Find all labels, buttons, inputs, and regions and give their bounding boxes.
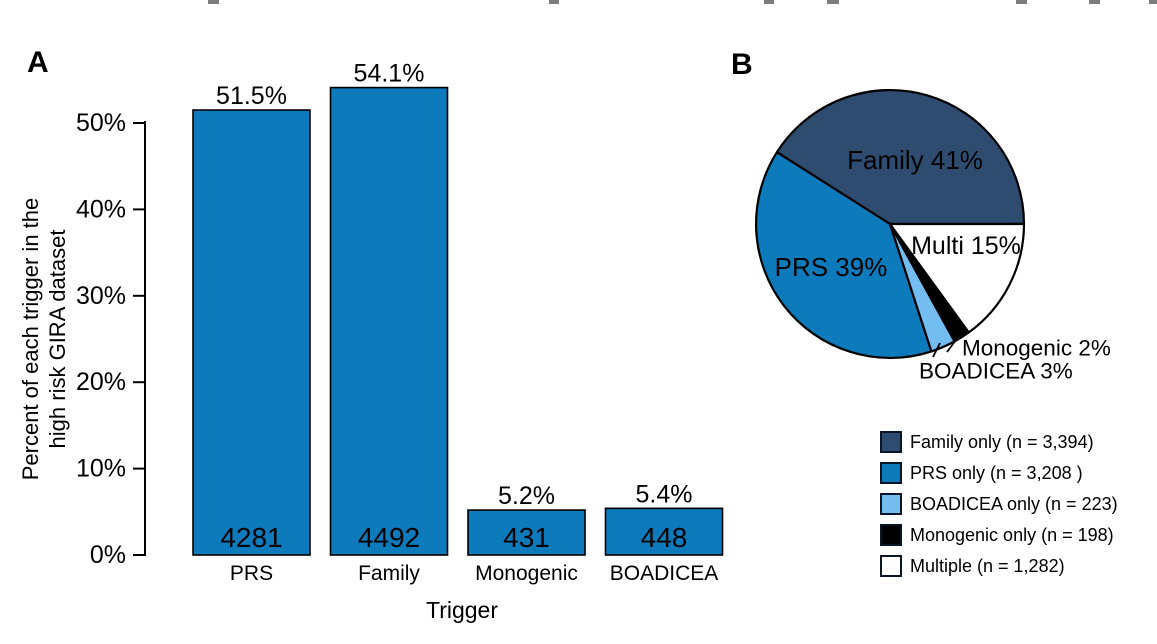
legend-label: Family only (n = 3,394)	[910, 431, 1094, 452]
cropped-text-artifact	[1089, 0, 1100, 4]
legend-label: Monogenic only (n = 198)	[910, 524, 1114, 545]
legend-item: Family only (n = 3,394)	[880, 431, 1118, 453]
pie-label-boadicea: BOADICEA 3%	[919, 359, 1073, 384]
legend-item: PRS only (n = 3,208 )	[880, 462, 1118, 484]
y-tick-label: 40%	[76, 195, 126, 223]
bar-count-label: 4492	[358, 522, 420, 553]
y-tick-label: 30%	[76, 282, 126, 310]
y-axis-title-line2: high risk GIRA dataset	[45, 229, 70, 449]
bar-boadicea	[604, 507, 724, 556]
bar-prs	[192, 109, 311, 556]
pie-label-multiple: Multi 15%	[911, 232, 1021, 260]
bar-x-axis-title: Trigger	[426, 597, 498, 623]
bar-value-label: 5.4%	[636, 480, 693, 508]
panel-b-label: B	[731, 48, 753, 81]
legend-swatch	[880, 493, 902, 515]
panel-a-label: A	[27, 46, 49, 79]
x-tick-label: PRS	[230, 562, 273, 585]
y-tick-label: 10%	[76, 455, 126, 483]
cropped-text-artifact	[549, 0, 559, 4]
legend-item: Monogenic only (n = 198)	[880, 524, 1118, 546]
bar-count-label: 431	[503, 522, 550, 553]
cropped-text-artifact	[764, 0, 774, 4]
x-tick-label: Monogenic	[475, 562, 578, 585]
x-tick-label: Family	[358, 562, 420, 585]
bar-count-label: 4281	[220, 522, 282, 553]
cropped-text-artifact	[1016, 0, 1027, 4]
cropped-text-artifact	[208, 0, 219, 4]
bar-value-label: 51.5%	[216, 82, 287, 110]
bar-family	[329, 86, 449, 556]
pie-label-monogenic: Monogenic 2%	[962, 336, 1111, 361]
cropped-text-artifact	[1149, 0, 1157, 4]
pie-label-prs: PRS 39%	[775, 252, 888, 282]
leader-line-boadicea	[932, 342, 941, 358]
y-tick-label: 20%	[76, 368, 126, 396]
legend-label: Multiple (n = 1,282)	[910, 555, 1065, 576]
legend-swatch	[880, 555, 902, 577]
pie-label-family: Family 41%	[847, 145, 983, 175]
legend-label: BOADICEA only (n = 223)	[910, 493, 1118, 514]
cropped-text-artifact	[827, 0, 839, 4]
legend-item: BOADICEA only (n = 223)	[880, 493, 1118, 515]
legend-item: Multiple (n = 1,282)	[880, 555, 1118, 577]
y-tick-label: 0%	[90, 541, 126, 569]
bar-monogenic	[467, 509, 586, 556]
legend-label: PRS only (n = 3,208 )	[910, 462, 1083, 483]
bar-y-axis-title: Percent of each trigger in the high risk…	[17, 169, 71, 509]
y-axis-title-line1: Percent of each trigger in the	[18, 197, 43, 481]
legend-swatch	[880, 462, 902, 484]
leader-line-monogenic	[946, 339, 957, 353]
legend-swatch	[880, 524, 902, 546]
legend-swatch	[880, 431, 902, 453]
bar-value-label: 5.2%	[498, 482, 555, 510]
x-tick-label: BOADICEA	[610, 562, 719, 585]
y-tick-label: 50%	[76, 109, 126, 137]
pie-legend: Family only (n = 3,394) PRS only (n = 3,2…	[880, 431, 1118, 577]
pie-slice-prs	[754, 151, 933, 359]
bar-value-label: 54.1%	[354, 60, 425, 88]
bar-count-label: 448	[641, 522, 688, 553]
pie-slice-multiple	[888, 222, 1026, 334]
